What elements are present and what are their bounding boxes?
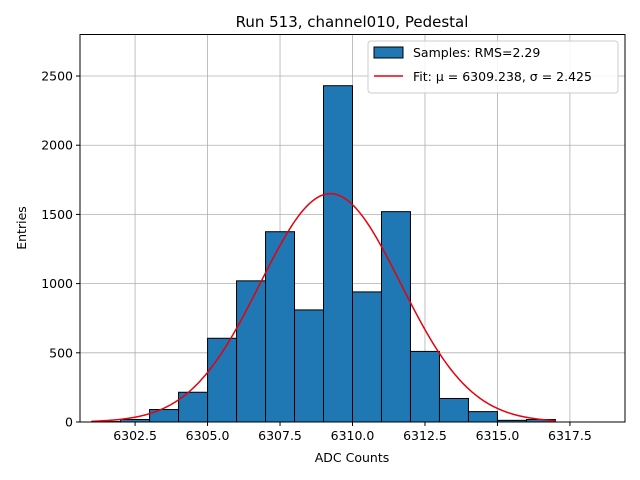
y-axis-label: Entries (14, 206, 29, 250)
histogram-bar-3 (178, 391, 209, 423)
histogram-bar-9 (352, 291, 382, 423)
fit-curve-line (91, 192, 556, 423)
y-tick-label-2: 1000 (41, 276, 73, 291)
histogram-bar-6 (265, 231, 296, 423)
legend-samples-patch (373, 46, 404, 59)
x-axis-ticks: 6302.5 6305.0 6307.5 6310.0 6312.5 6315.0 6317… (113, 422, 592, 443)
x-tick-label-4: 6312.5 (403, 428, 447, 443)
histogram-bar-8 (323, 85, 354, 423)
legend-box (367, 40, 619, 94)
histogram-bar-4 (207, 337, 238, 423)
x-tick-label-0: 6302.5 (113, 428, 157, 443)
x-tick-label-3: 6310.0 (331, 428, 375, 443)
legend: Samples: RMS=2.29 Fit: μ = 6309.238, σ =… (367, 40, 619, 94)
x-tick-label-1: 6305.0 (186, 428, 230, 443)
histogram-bar-5 (236, 280, 267, 423)
y-tick-label-5: 2500 (41, 69, 73, 84)
y-tick-label-0: 0 (65, 415, 73, 430)
chart-title: Run 513, channel010, Pedestal (236, 13, 469, 31)
bars-layer (91, 85, 556, 423)
legend-fit-label: Fit: μ = 6309.238, σ = 2.425 (413, 69, 592, 84)
y-tick-label-3: 1500 (41, 207, 73, 222)
x-tick-label-6: 6317.5 (548, 428, 592, 443)
y-tick-label-1: 500 (49, 345, 73, 360)
histogram-bar-2 (149, 409, 180, 423)
legend-samples-label: Samples: RMS=2.29 (413, 45, 540, 60)
y-tick-label-4: 2000 (41, 138, 73, 153)
y-axis-ticks: 0 500 1000 1500 2000 2500 (41, 69, 80, 430)
histogram-bar-13 (467, 411, 498, 423)
histogram-bar-7 (294, 309, 325, 423)
x-axis-label: ADC Counts (315, 450, 390, 465)
x-tick-label-5: 6315.0 (476, 428, 520, 443)
histogram-bar-11 (409, 350, 440, 423)
x-tick-label-2: 6307.5 (258, 428, 302, 443)
histogram-bar-12 (438, 397, 469, 423)
histogram-bar-10 (380, 211, 411, 423)
